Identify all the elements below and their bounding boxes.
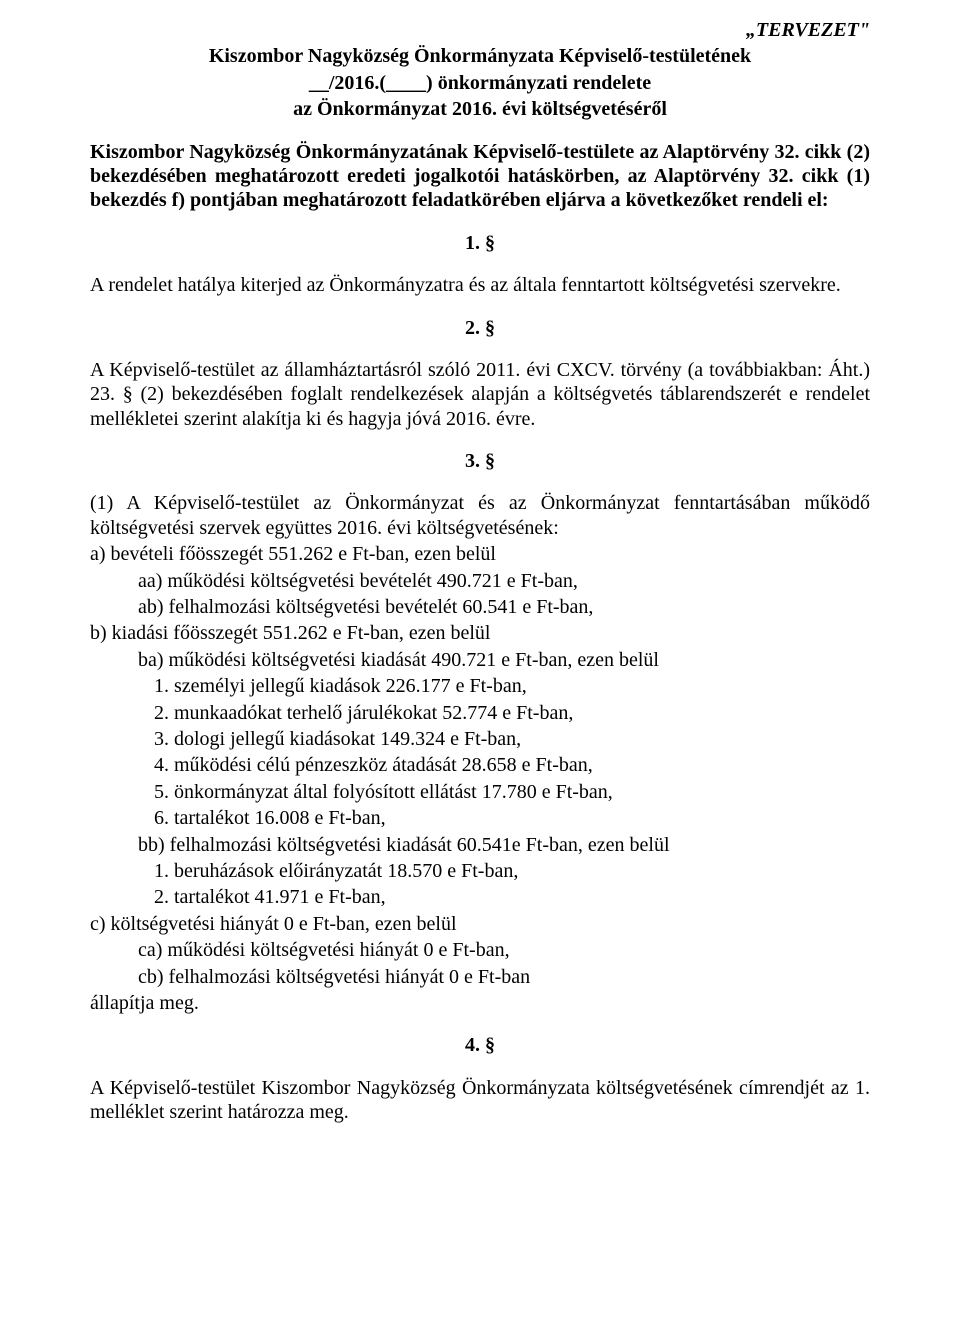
list-item: 4. működési célú pénzeszköz átadását 28.…: [90, 753, 870, 777]
section-2-num: 2. §: [90, 316, 870, 340]
list-item: 1. személyi jellegű kiadások 226.177 e F…: [90, 674, 870, 698]
list-item: 2. munkaadókat terhelő járulékokat 52.77…: [90, 701, 870, 725]
section-3-num: 3. §: [90, 449, 870, 473]
s3-bb: bb) felhalmozási költségvetési kiadását …: [90, 833, 870, 857]
section-4-num: 4. §: [90, 1033, 870, 1057]
section-1-num: 1. §: [90, 231, 870, 255]
s3-a: a) bevételi főösszegét 551.262 e Ft-ban,…: [90, 542, 870, 566]
list-item: 6. tartalékot 16.008 e Ft-ban,: [90, 806, 870, 830]
list-item: 1. beruházások előirányzatát 18.570 e Ft…: [90, 859, 870, 883]
document-page: „TERVEZET" Kiszombor Nagyközség Önkormán…: [0, 0, 960, 1337]
s3-c: c) költségvetési hiányát 0 e Ft-ban, eze…: [90, 912, 870, 936]
s3-b: b) kiadási főösszegét 551.262 e Ft-ban, …: [90, 621, 870, 645]
title-line-1: Kiszombor Nagyközség Önkormányzata Képvi…: [90, 44, 870, 68]
s3-ab: ab) felhalmozási költségvetési bevételét…: [90, 595, 870, 619]
preamble-text: Kiszombor Nagyközség Önkormányzatának Ké…: [90, 140, 870, 213]
s3-closing: állapítja meg.: [90, 991, 870, 1015]
title-line-2: __/2016.(____) önkormányzati rendelete: [90, 71, 870, 95]
draft-label: „TERVEZET": [90, 18, 870, 42]
s3-cb: cb) felhalmozási költségvetési hiányát 0…: [90, 965, 870, 989]
list-item: 5. önkormányzat által folyósított ellátá…: [90, 780, 870, 804]
spacer: [90, 124, 870, 140]
s3-aa: aa) működési költségvetési bevételét 490…: [90, 569, 870, 593]
section-1-text: A rendelet hatálya kiterjed az Önkormány…: [90, 273, 870, 297]
section-4-text: A Képviselő-testület Kiszombor Nagyközsé…: [90, 1076, 870, 1125]
title-line-3: az Önkormányzat 2016. évi költségvetésér…: [90, 97, 870, 121]
section-2-text: A Képviselő-testület az államháztartásró…: [90, 358, 870, 431]
list-item: 3. dologi jellegű kiadásokat 149.324 e F…: [90, 727, 870, 751]
s3-ba: ba) működési költségvetési kiadását 490.…: [90, 648, 870, 672]
s3-intro: (1) A Képviselő-testület az Önkormányzat…: [90, 491, 870, 540]
s3-ca: ca) működési költségvetési hiányát 0 e F…: [90, 938, 870, 962]
list-item: 2. tartalékot 41.971 e Ft-ban,: [90, 885, 870, 909]
section-3-body: (1) A Képviselő-testület az Önkormányzat…: [90, 491, 870, 1015]
